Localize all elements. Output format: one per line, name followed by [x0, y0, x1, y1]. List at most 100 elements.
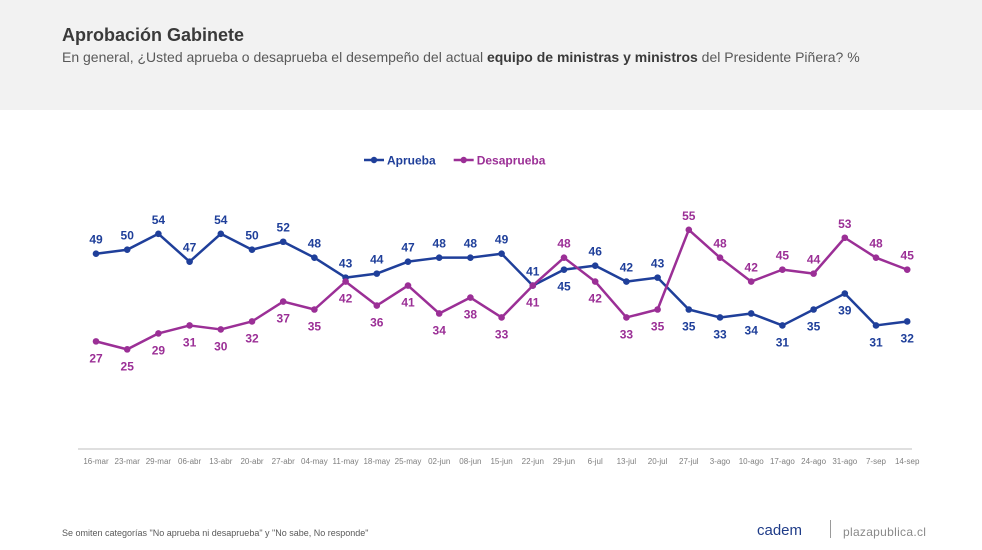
- header-band: Aprobación Gabinete En general, ¿Usted a…: [0, 0, 982, 110]
- x-tick-label: 3-ago: [710, 457, 731, 466]
- x-tick-label: 20-abr: [240, 457, 263, 466]
- data-point: [903, 318, 911, 325]
- x-tick-label: 11-may: [333, 457, 359, 466]
- data-point: [186, 258, 193, 265]
- x-tick-label: 31-ago: [832, 457, 857, 466]
- data-label: 33: [620, 327, 634, 341]
- data-point: [217, 230, 225, 238]
- data-point: [685, 306, 693, 313]
- data-label: 37: [277, 312, 291, 326]
- data-point: [716, 254, 724, 261]
- data-point: [810, 270, 817, 277]
- data-label: 31: [183, 335, 197, 349]
- subtitle-text-pre: En general, ¿Usted aprueba o desaprueba …: [62, 49, 487, 65]
- data-point: [654, 306, 661, 313]
- data-point: [155, 230, 162, 238]
- data-label: 47: [401, 241, 415, 255]
- data-label: 42: [745, 261, 759, 275]
- data-label: 44: [370, 253, 384, 267]
- data-point: [217, 326, 225, 333]
- data-label: 38: [464, 308, 478, 322]
- legend-swatch-dot: [460, 156, 467, 164]
- data-label: 48: [464, 237, 478, 251]
- data-point: [498, 314, 505, 321]
- data-point: [279, 298, 287, 305]
- data-label: 32: [901, 331, 915, 345]
- data-point: [591, 262, 599, 269]
- x-tick-label: 16-mar: [83, 457, 109, 466]
- x-tick-label: 15-jun: [490, 457, 512, 466]
- data-label: 31: [776, 335, 790, 349]
- site-link[interactable]: plazapublica.cl: [843, 525, 927, 539]
- x-tick-label: 17-ago: [770, 457, 795, 466]
- x-tick-label: 14-sep: [895, 457, 920, 466]
- data-point: [560, 254, 568, 261]
- data-label: 32: [245, 331, 259, 345]
- subtitle-text-post: del Presidente Piñera? %: [697, 49, 860, 65]
- data-label: 50: [121, 229, 135, 243]
- x-tick-label: 20-jul: [648, 457, 668, 466]
- data-point: [123, 246, 131, 254]
- data-point: [591, 278, 599, 285]
- data-point: [123, 346, 131, 353]
- data-point: [779, 266, 786, 273]
- subtitle-text-bold: equipo de ministras y ministros: [486, 49, 698, 65]
- data-label: 33: [713, 327, 727, 341]
- data-point: [155, 330, 162, 337]
- data-label: 54: [214, 213, 228, 227]
- chart-title: Aprobación Gabinete: [62, 25, 245, 45]
- data-point: [560, 266, 568, 273]
- data-label: 41: [526, 265, 540, 279]
- data-point: [404, 282, 412, 289]
- x-tick-label: 13-jul: [617, 457, 637, 466]
- data-point: [92, 338, 100, 345]
- data-point: [248, 246, 256, 254]
- data-label: 33: [495, 327, 509, 341]
- data-point: [92, 250, 100, 257]
- data-label: 45: [901, 249, 915, 263]
- data-point: [186, 322, 193, 329]
- data-label: 41: [526, 296, 540, 310]
- data-point: [342, 278, 349, 285]
- legend-label-aprueba: Aprueba: [387, 154, 436, 168]
- x-tick-label: 04-may: [301, 457, 328, 466]
- data-point: [248, 318, 256, 325]
- data-label: 35: [807, 320, 821, 334]
- data-point: [903, 266, 911, 273]
- data-point: [623, 278, 630, 285]
- data-label: 29: [152, 343, 166, 357]
- x-tick-label: 6-jul: [588, 457, 603, 466]
- data-label: 50: [245, 229, 259, 243]
- data-point: [373, 302, 381, 309]
- x-tick-label: 08-jun: [459, 457, 481, 466]
- data-point: [311, 306, 318, 313]
- data-label: 48: [308, 237, 322, 251]
- data-label: 43: [339, 257, 353, 271]
- x-tick-label: 23-mar: [115, 457, 141, 466]
- data-label: 39: [838, 304, 852, 318]
- x-tick-label: 10-ago: [739, 457, 764, 466]
- data-label: 45: [557, 280, 571, 294]
- x-tick-label: 22-jun: [522, 457, 544, 466]
- data-point: [623, 314, 630, 321]
- x-tick-label: 25-may: [395, 457, 422, 466]
- data-label: 27: [89, 351, 103, 365]
- data-label: 48: [557, 237, 571, 251]
- x-tick-label: 27-abr: [272, 457, 295, 466]
- data-label: 43: [651, 257, 665, 271]
- data-label: 35: [682, 320, 696, 334]
- data-label: 48: [433, 237, 447, 251]
- data-point: [716, 314, 724, 321]
- data-label: 49: [495, 233, 509, 247]
- data-point: [654, 274, 661, 281]
- data-label: 41: [401, 296, 415, 310]
- data-point: [872, 322, 880, 329]
- legend-swatch-dot: [370, 156, 378, 164]
- x-tick-label: 29-mar: [146, 457, 172, 466]
- data-label: 42: [620, 261, 634, 275]
- data-label: 49: [89, 233, 103, 247]
- legend-label-desaprueba: Desaprueba: [477, 154, 546, 168]
- chart-subtitle: En general, ¿Usted aprueba o desaprueba …: [62, 49, 860, 65]
- data-point: [435, 310, 443, 317]
- data-label: 35: [308, 320, 322, 334]
